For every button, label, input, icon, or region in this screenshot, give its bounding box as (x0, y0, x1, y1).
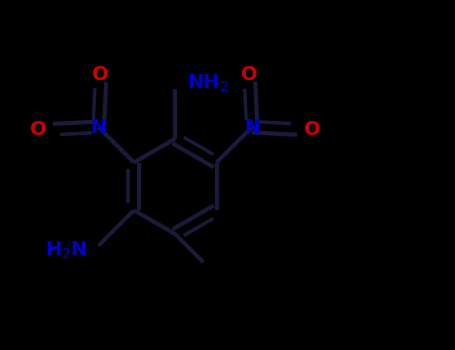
Text: N: N (244, 118, 260, 136)
Text: O: O (30, 120, 46, 139)
Text: N: N (90, 118, 106, 136)
Text: NH$_2$: NH$_2$ (187, 72, 228, 94)
Text: O: O (242, 65, 258, 84)
Text: O: O (92, 65, 109, 84)
Text: O: O (304, 120, 321, 139)
Text: H$_2$N: H$_2$N (45, 240, 87, 261)
